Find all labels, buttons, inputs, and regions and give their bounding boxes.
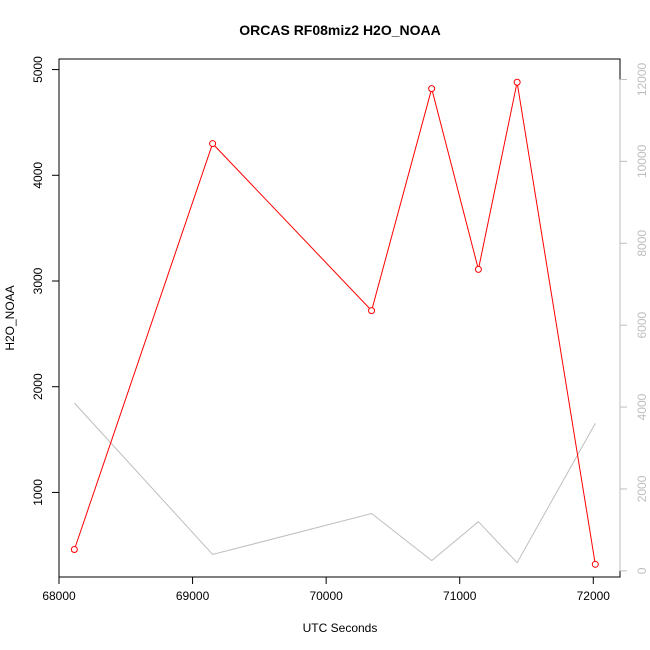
- secondary-y-axis: 0 2000 4000 6000 8000 10000 12000: [619, 62, 649, 574]
- y-axis-label: H2O_NOAA: [3, 285, 17, 350]
- data-point: [474, 265, 482, 273]
- secondary-y-tick-label: 0: [635, 567, 649, 574]
- secondary-y-tick-label: 4000: [635, 393, 649, 420]
- x-axis: 68000 69000 70000 71000 72000: [42, 576, 611, 603]
- x-tick-label: 72000: [577, 589, 611, 603]
- data-point: [513, 78, 521, 86]
- x-tick-label: 69000: [176, 589, 210, 603]
- data-point: [591, 560, 599, 568]
- x-tick-label: 71000: [443, 589, 477, 603]
- y-tick-label: 4000: [31, 162, 45, 189]
- y-tick-label: 1000: [31, 479, 45, 506]
- data-point: [428, 85, 436, 93]
- y-tick-label: 5000: [31, 56, 45, 83]
- secondary-y-tick-label: 10000: [635, 144, 649, 178]
- y-tick-label: 2000: [31, 373, 45, 400]
- chart-title: ORCAS RF08miz2 H2O_NOAA: [239, 22, 441, 38]
- x-tick-label: 68000: [42, 589, 76, 603]
- x-axis-label: UTC Seconds: [303, 621, 378, 635]
- series-layer: [70, 78, 599, 568]
- series-line: [73, 82, 596, 565]
- secondary-series-line: [74, 402, 596, 564]
- data-point: [209, 140, 217, 148]
- data-point: [70, 546, 78, 554]
- secondary-y-tick-label: 12000: [635, 62, 649, 96]
- secondary-y-tick-label: 2000: [635, 475, 649, 502]
- secondary-y-tick-label: 6000: [635, 311, 649, 338]
- y-axis: 1000 2000 3000 4000 5000: [31, 56, 60, 506]
- plot-frame: [58, 58, 621, 578]
- y-tick-label: 3000: [31, 267, 45, 294]
- secondary-y-tick-label: 8000: [635, 230, 649, 257]
- data-point: [368, 307, 376, 315]
- x-tick-label: 70000: [309, 589, 343, 603]
